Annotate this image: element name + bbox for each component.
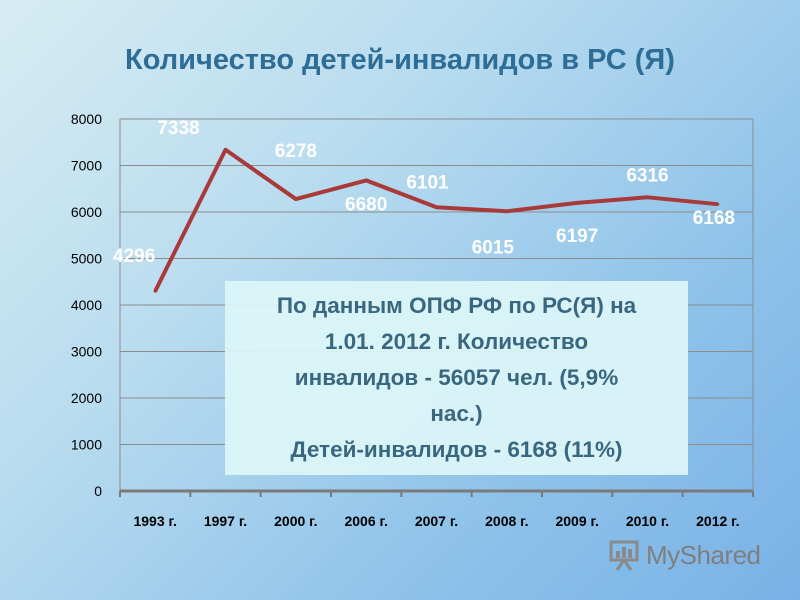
data-label: 6680 xyxy=(345,194,387,215)
y-tick-label: 3000 xyxy=(71,344,102,360)
series-layer xyxy=(153,147,720,293)
data-point xyxy=(505,209,509,213)
x-tick-label: 1993 г. xyxy=(133,513,176,529)
x-tick-label: 1997 г. xyxy=(204,513,247,529)
y-tick-label: 1000 xyxy=(71,437,102,453)
data-label: 4296 xyxy=(113,246,155,267)
y-tick-label: 4000 xyxy=(71,297,102,313)
data-point xyxy=(646,195,649,199)
info-line-1: По данным ОПФ РФ по РС(Я) на xyxy=(276,293,637,318)
data-point xyxy=(224,148,227,152)
watermark: MyShared xyxy=(608,538,761,572)
data-point xyxy=(294,197,298,201)
axis-layer: 0 1000 2000 3000 4000 5000 6000 7000 8000 1993 г.… xyxy=(71,111,754,529)
y-tick-label: 2000 xyxy=(71,390,102,406)
x-tick-label: 2009 г. xyxy=(555,513,598,529)
x-tick-label: 2008 г. xyxy=(485,513,528,529)
data-point xyxy=(716,202,720,206)
data-label: 6101 xyxy=(406,172,449,193)
info-box: По данным ОПФ РФ по РС(Я) на 1.01. 2012 … xyxy=(225,281,688,475)
x-tick-label: 2010 г. xyxy=(626,513,669,529)
y-tick-label: 8000 xyxy=(71,111,102,127)
y-tick-label: 6000 xyxy=(71,204,102,220)
data-label: 6168 xyxy=(693,208,735,229)
data-label: 6278 xyxy=(275,141,317,162)
x-tick-label: 2012 г. xyxy=(696,513,739,529)
chart-title: Количество детей-инвалидов в РС (Я) xyxy=(125,44,675,76)
y-tick-label: 5000 xyxy=(71,251,102,267)
presentation-icon xyxy=(609,540,639,571)
y-tick-label: 0 xyxy=(94,483,102,499)
x-tick-label: 2006 г. xyxy=(344,513,387,529)
data-label: 6015 xyxy=(472,237,515,258)
info-line-2: 1.01. 2012 г. Количество xyxy=(324,329,589,354)
info-line-4: нас.) xyxy=(430,401,483,426)
x-tick-label: 2007 г. xyxy=(415,513,458,529)
info-line-3: инвалидов - 56057 чел. (5,9% xyxy=(294,365,619,390)
x-tick-label: 2000 г. xyxy=(274,513,317,529)
y-tick-label: 7000 xyxy=(71,158,102,174)
data-point xyxy=(575,201,579,205)
watermark-text: MyShared xyxy=(646,539,761,570)
data-point xyxy=(364,178,368,182)
data-label: 6316 xyxy=(626,165,668,186)
info-line-5: Детей-инвалидов - 6168 (11%) xyxy=(290,437,623,462)
data-label: 7338 xyxy=(157,118,199,139)
data-point xyxy=(153,289,157,293)
data-label-layer: 4296 7338 6278 6680 6101 6015 6197 6316 6168 xyxy=(113,118,735,267)
data-label: 6197 xyxy=(556,226,598,247)
data-point xyxy=(435,205,438,209)
